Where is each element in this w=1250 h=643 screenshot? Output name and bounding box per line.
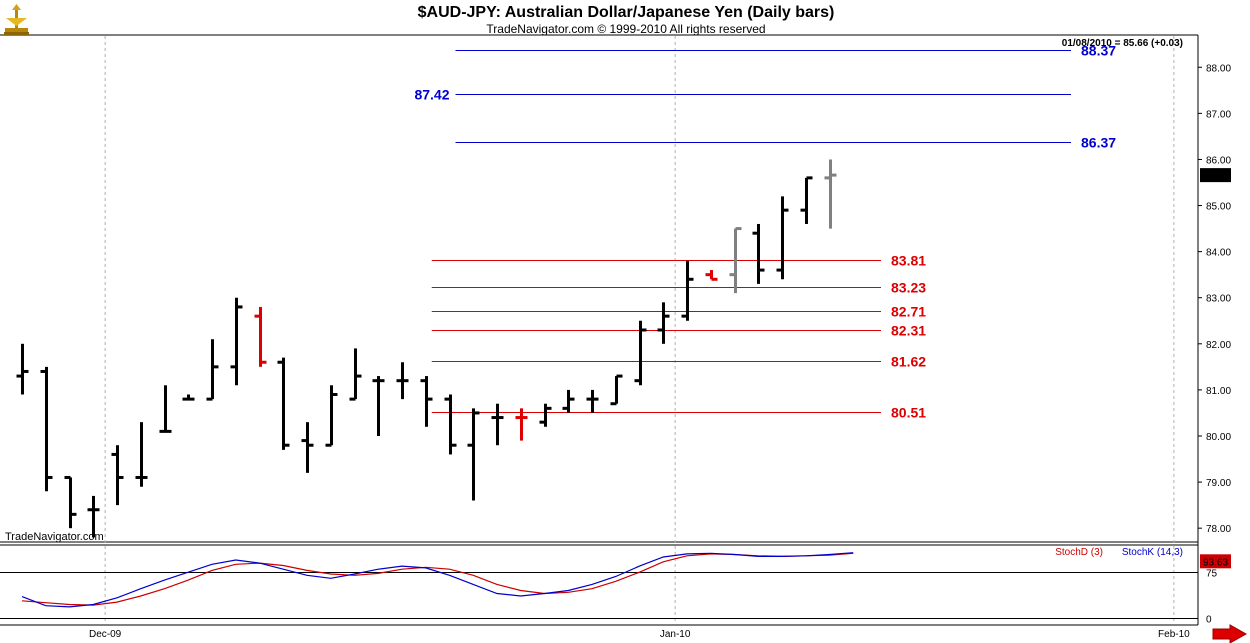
x-tick-label: Feb-10 [1158,629,1190,640]
level-label: 83.81 [891,253,926,269]
y-tick-label: 78.00 [1206,524,1231,535]
y-tick-label: 82.00 [1206,340,1231,351]
y-tick-label: 84.00 [1206,248,1231,259]
stoch-k-legend: StochK (14,3) [1122,547,1183,558]
stoch-tick-label: 75 [1206,569,1218,580]
ohlc-bar [586,389,599,413]
level-label: 87.42 [414,87,449,103]
stoch-d-line [21,552,854,606]
stoch-last-value: 93.63 [1203,557,1228,568]
ohlc-bar [610,374,623,406]
ohlc-bar [681,260,694,321]
ohlc-bar [444,394,457,455]
level-label: 82.71 [891,304,926,320]
y-tick-label: 85.00 [1206,202,1231,213]
y-tick-label: 80.00 [1206,432,1231,443]
stochastic-panel: 75 0 93.63 [0,552,1231,626]
ohlc-bar [349,348,362,401]
ohlc-bar [752,223,765,284]
y-tick-label: 83.00 [1206,294,1231,305]
ohlc-bar [159,385,172,433]
x-tick-label: Jan-10 [660,629,691,640]
y-axis: 78.00 79.00 80.00 81.00 82.00 83.00 84.00 85.00… [1198,63,1231,535]
ohlc-bar [657,302,670,344]
ohlc-bar [16,343,29,395]
y-tick-label: 88.00 [1206,63,1231,74]
y-tick-label: 81.00 [1206,386,1231,397]
last-price-info: 01/08/2010 = 85.66 (+0.03) [1062,38,1183,49]
ohlc-bar [87,495,100,538]
level-label: 80.51 [891,405,926,421]
ohlc-bar [467,408,480,501]
level-label: 86.37 [1081,135,1116,151]
x-axis: Dec-09 Jan-10 Feb-10 [89,629,1190,640]
ohlc-bar [254,306,267,367]
ohlc-bar [206,339,219,401]
ohlc-bar [182,394,195,401]
ohlc-bar [634,320,647,386]
ohlc-bar [111,445,124,506]
fibonacci-levels: 88.37 87.42 86.37 83.81 83.23 82.71 82.31 81.62… [414,43,1116,421]
ohlc-bar [135,422,148,487]
x-tick-label: Dec-09 [89,629,122,640]
ohlc-bar [301,422,314,473]
ohlc-bar [396,362,409,400]
right-arrow-icon[interactable] [1212,624,1248,643]
ohlc-bar [800,176,813,224]
y-tick-label: 87.00 [1206,109,1231,120]
ohlc-bar [515,408,528,441]
ohlc-bar [230,297,243,386]
ohlc-bar [40,366,53,492]
level-label: 81.62 [891,354,926,370]
ohlc-bar [729,227,742,294]
chart-subtitle: TradeNavigator.com © 1999-2010 All right… [486,22,765,36]
level-label: 82.31 [891,323,926,339]
ohlc-bar [491,403,504,446]
level-label: 83.23 [891,280,926,296]
level-label: 88.37 [1081,43,1116,59]
ohlc-bar [64,475,77,529]
price-bars [16,159,837,538]
ohlc-bar [824,159,837,229]
last-price-label: 85.66 [1203,171,1228,182]
last-price-box [1200,168,1231,183]
y-tick-label: 86.00 [1206,155,1231,166]
stoch-k-line [21,552,854,608]
trade-navigator-logo-icon[interactable] [4,4,29,35]
ohlc-bar [325,385,338,447]
ohlc-bar [420,376,433,427]
chart-title: $AUD-JPY: Australian Dollar/Japanese Yen… [418,4,835,21]
ohlc-bar [277,357,290,450]
ohlc-bar [776,196,789,280]
ohlc-bar [539,403,552,427]
stoch-tick-label: 0 [1206,615,1212,626]
watermark: TradeNavigator.com [5,531,104,543]
stoch-last-value-box [1200,554,1231,569]
ohlc-bar [372,376,385,436]
stoch-d-legend: StochD (3) [1055,547,1103,558]
y-tick-label: 79.00 [1206,478,1231,489]
ohlc-bar [562,389,575,413]
ohlc-bar [705,270,718,281]
